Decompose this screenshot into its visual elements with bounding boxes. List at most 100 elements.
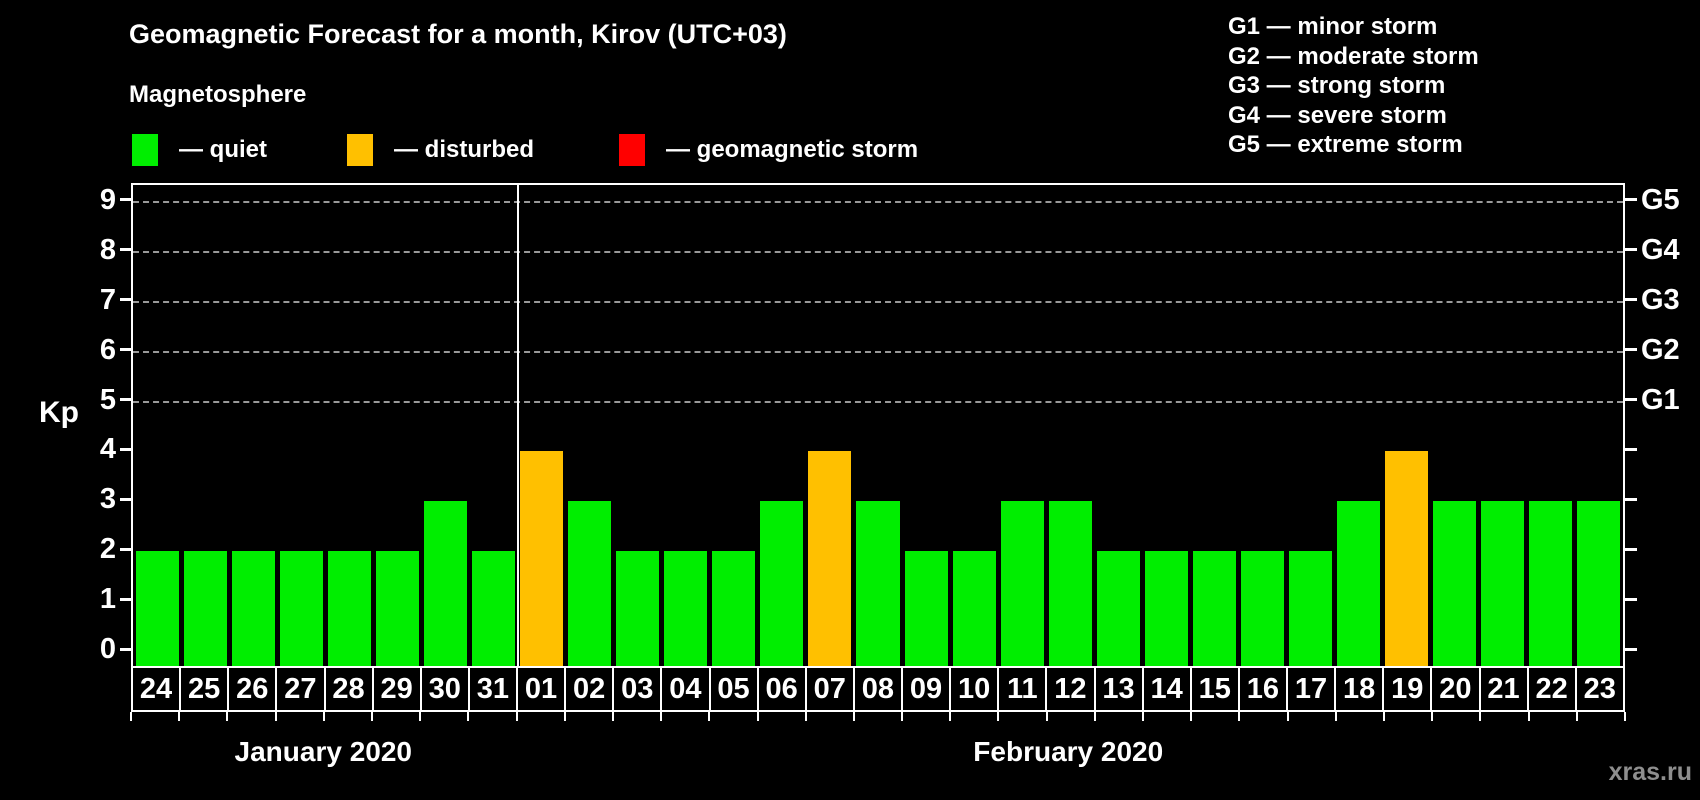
y-axis-label-0: 0 <box>99 633 116 665</box>
x-tick <box>901 712 904 721</box>
day-cell: 20 <box>1432 668 1481 710</box>
g-axis-label-g4: G4 <box>1641 233 1680 266</box>
day-cell: 10 <box>951 668 1000 710</box>
kp-bar <box>1385 451 1429 666</box>
kp-bar <box>1529 501 1573 666</box>
kp-bar <box>808 451 852 666</box>
y-axis-label-5: 5 <box>99 383 116 416</box>
plot-area <box>131 183 1625 668</box>
y-tick-right-7 <box>1625 298 1637 302</box>
x-tick <box>1238 712 1241 721</box>
y-tick-right-5 <box>1625 398 1637 401</box>
x-tick <box>1190 712 1193 721</box>
day-cell: 16 <box>1240 668 1288 710</box>
y-tick-right-1 <box>1625 597 1637 601</box>
x-tick <box>563 712 566 721</box>
y-tick-left-6 <box>120 348 131 352</box>
day-cell: 11 <box>999 668 1048 710</box>
legend-label-storm: — geomagnetic storm <box>666 136 919 163</box>
chart-title: Geomagnetic Forecast for a month, Kirov … <box>129 19 787 49</box>
day-cell: 09 <box>903 668 952 710</box>
g-axis-label-g1: G1 <box>1641 383 1680 416</box>
y-axis-label-7: 7 <box>99 283 116 316</box>
x-tick <box>1479 712 1482 721</box>
day-cell: 04 <box>662 668 711 710</box>
kp-bar <box>856 501 900 666</box>
day-cell: 31 <box>470 668 518 710</box>
y-axis-label-2: 2 <box>99 533 116 566</box>
x-tick <box>370 712 373 721</box>
day-cell: 12 <box>1047 668 1096 710</box>
x-tick <box>178 712 181 721</box>
kp-bar <box>1144 551 1188 666</box>
g5-legend-line: G5 — extreme storm <box>1228 131 1463 158</box>
magnetosphere-label: Magnetosphere <box>129 81 307 108</box>
x-tick <box>1093 712 1096 721</box>
y-axis-label-6: 6 <box>99 333 116 366</box>
day-cell: 05 <box>711 668 759 710</box>
day-cell: 26 <box>229 668 278 710</box>
kp-bar <box>1240 551 1285 666</box>
day-cell: 19 <box>1384 668 1433 710</box>
x-tick <box>756 712 759 721</box>
kp-bar <box>375 551 419 666</box>
kp-bar <box>1433 501 1477 666</box>
gridline-kp5 <box>133 400 1623 403</box>
kp-bar <box>135 551 179 666</box>
g4-legend-line: G4 — severe storm <box>1228 101 1447 129</box>
day-cell: 03 <box>614 668 663 710</box>
day-cell: 17 <box>1288 668 1337 710</box>
day-cell: 18 <box>1336 668 1385 710</box>
x-tick <box>804 712 807 721</box>
day-cell: 24 <box>133 668 182 710</box>
kp-bar <box>1481 501 1525 666</box>
day-cell: 07 <box>807 668 855 710</box>
quiet-color-swatch <box>132 134 158 166</box>
legend-item-storm: — geomagnetic storm <box>619 133 918 167</box>
legend-label-quiet: — quiet <box>179 136 267 163</box>
month-separator-line <box>516 185 519 666</box>
y-axis-label-8: 8 <box>99 233 116 266</box>
gridline-kp6 <box>133 350 1623 353</box>
y-tick-right-3 <box>1625 497 1637 501</box>
gridline-kp7 <box>133 300 1623 303</box>
y-tick-right-2 <box>1625 547 1637 551</box>
x-tick <box>852 712 855 721</box>
disturbed-color-swatch <box>347 134 373 166</box>
day-cell: 25 <box>181 668 230 710</box>
x-tick <box>1334 712 1337 721</box>
gridline-kp9 <box>133 200 1623 203</box>
y-tick-right-4 <box>1625 447 1637 451</box>
x-tick <box>1045 712 1048 721</box>
y-tick-right-9 <box>1625 198 1637 202</box>
g2-legend-line: G2 — moderate storm <box>1228 42 1479 70</box>
kp-bar <box>423 501 467 666</box>
day-cell: 27 <box>277 668 326 710</box>
x-tick <box>660 712 663 721</box>
kp-bar <box>1096 551 1140 666</box>
y-axis-label-9: 9 <box>99 183 116 216</box>
kp-bar <box>712 551 756 666</box>
x-tick <box>322 712 325 721</box>
kp-bar <box>664 551 708 666</box>
x-tick <box>1142 712 1145 721</box>
kp-bar <box>1000 501 1044 666</box>
g-axis-label-g2: G2 <box>1641 333 1680 366</box>
kp-bar <box>1337 501 1381 666</box>
y-tick-left-1 <box>120 597 131 601</box>
y-tick-left-8 <box>120 248 131 252</box>
x-tick <box>419 712 422 721</box>
gridline-kp8 <box>133 250 1623 253</box>
kp-bar <box>616 551 660 666</box>
x-axis-day-row: 24 25 26 27 28 29 30 31 01 02 03 04 05 06 07 08 09 10 11 12… <box>131 666 1625 712</box>
month-row: January 2020 February 2020 <box>0 735 1700 769</box>
x-tick <box>226 712 229 721</box>
day-cell: 30 <box>422 668 470 710</box>
kp-bar <box>952 551 996 666</box>
g-axis-label-g3: G3 <box>1641 283 1680 316</box>
g-scale-legend: G1 — minor storm G2 — moderate storm G3 … <box>1228 12 1479 160</box>
kp-bar <box>279 551 323 666</box>
x-tick <box>1527 712 1530 721</box>
x-tick <box>274 712 277 721</box>
y-tick-left-2 <box>120 547 131 551</box>
